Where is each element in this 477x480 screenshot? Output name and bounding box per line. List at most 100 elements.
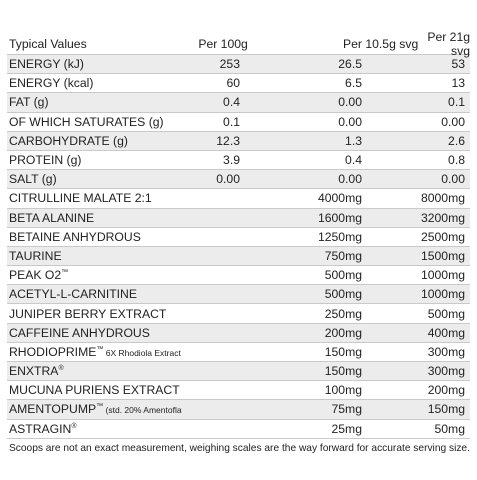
- value-per-serving-2: 500mg: [427, 306, 465, 321]
- nutrient-label: JUNIPER BERRY EXTRACT: [9, 306, 167, 321]
- value-per-serving-1: 200mg: [324, 325, 362, 340]
- nutrient-name: ACETYL-L-CARNITINE: [7, 287, 182, 301]
- nutrient-label: FAT (g): [9, 95, 49, 110]
- table-row: AMENTOPUMP™ (std. 20% Amentoflavone) 75mg…: [7, 400, 470, 420]
- value-per-serving-1: 150mg: [324, 344, 362, 359]
- value-per-serving-2: 0.00: [441, 114, 465, 129]
- nutrient-label: MUCUNA PURIENS EXTRACT: [9, 383, 180, 398]
- value-per-serving-1: 0.00: [338, 95, 362, 110]
- value-per-serving-1: 75mg: [331, 402, 363, 417]
- nutrient-name: CARBOHYDRATE (g): [7, 134, 182, 148]
- table-row: ENXTRA® 150mg 300mg: [7, 362, 470, 382]
- table-row: TAURINE 750mg 1500mg: [7, 246, 470, 267]
- value-per-serving-1: 0.00: [338, 114, 362, 129]
- value-per-100g: 12.3: [216, 133, 240, 148]
- nutrient-name: CAFFEINE ANHYDROUS: [7, 326, 182, 340]
- table-row: PEAK O2™ 500mg 1000mg: [7, 266, 470, 286]
- value-per-serving-2: 300mg: [427, 364, 465, 379]
- table-row: ENERGY (kcal) 60 6.5 13: [7, 74, 470, 94]
- nutrient-name: OF WHICH SATURATES (g): [7, 115, 182, 129]
- value-per-serving-1: 1250mg: [317, 229, 362, 244]
- value-per-serving-2: 200mg: [427, 383, 465, 398]
- value-per-serving-1: 1.3: [345, 133, 362, 148]
- header-typical-values: Typical Values: [9, 37, 87, 51]
- value-per-serving-2: 13: [451, 76, 465, 91]
- value-per-100g: 0.1: [223, 114, 240, 129]
- header-per-serving-2: Per 21g svg: [427, 30, 470, 58]
- trademark-mark: ™: [96, 345, 104, 353]
- nutrient-name: JUNIPER BERRY EXTRACT: [7, 307, 182, 321]
- value-per-serving-1: 4000mg: [317, 191, 362, 206]
- nutrient-label: BETA ALANINE: [9, 210, 95, 225]
- footnote: Scoops are not an exact measurement, wei…: [9, 442, 470, 454]
- table-row: ACETYL-L-CARNITINE 500mg 1000mg: [7, 285, 470, 305]
- trademark-mark: ™: [96, 403, 104, 411]
- nutrient-label: CAFFEINE ANHYDROUS: [9, 325, 150, 340]
- value-per-serving-1: 750mg: [324, 248, 362, 263]
- nutrition-table: Typical Values Per 100g Per 10.5g svg Pe…: [7, 30, 470, 454]
- nutrient-name: CITRULLINE MALATE 2:1: [7, 191, 182, 205]
- value-per-serving-1: 500mg: [324, 268, 362, 283]
- header-per-100g: Per 100g: [198, 37, 248, 51]
- trademark-mark: ®: [71, 422, 77, 430]
- table-row: BETA ALANINE 1600mg 3200mg: [7, 208, 470, 228]
- value-per-serving-1: 250mg: [324, 306, 362, 321]
- nutrient-name: SALT (g): [7, 172, 182, 186]
- nutrient-label: TAURINE: [9, 248, 62, 263]
- nutrient-name: AMENTOPUMP™ (std. 20% Amentoflavone): [7, 402, 182, 416]
- value-per-serving-2: 150mg: [427, 402, 465, 417]
- nutrient-label: SALT (g): [9, 172, 57, 187]
- table-row: MUCUNA PURIENS EXTRACT (std. 50% L-DOPA)…: [7, 381, 470, 401]
- table-row: PROTEIN (g) 3.9 0.4 0.8: [7, 151, 470, 171]
- nutrient-name: PEAK O2™: [7, 268, 182, 282]
- header-per-serving-1: Per 10.5g svg: [343, 37, 419, 51]
- table-row: CARBOHYDRATE (g) 12.3 1.3 2.6: [7, 131, 470, 151]
- nutrient-name: TAURINE: [7, 249, 182, 263]
- value-per-serving-2: 8000mg: [420, 191, 465, 206]
- table-row: CITRULLINE MALATE 2:1 4000mg 8000mg: [7, 189, 470, 209]
- value-per-serving-2: 1000mg: [420, 287, 465, 302]
- value-per-serving-2: 2.6: [448, 133, 465, 148]
- value-per-serving-2: 300mg: [427, 344, 465, 359]
- value-per-serving-2: 1000mg: [420, 268, 465, 283]
- nutrient-label: PROTEIN (g): [9, 153, 82, 168]
- value-per-100g: 0.00: [216, 172, 240, 187]
- value-per-100g: 60: [226, 76, 240, 91]
- table-row: BETAINE ANHYDROUS 1250mg 2500mg: [7, 228, 470, 247]
- value-per-serving-1: 0.00: [338, 172, 362, 187]
- nutrient-name: ASTRAGIN®: [7, 422, 182, 436]
- nutrient-name: ENXTRA®: [7, 364, 182, 378]
- nutrient-name: RHODIOPRIME™ 6X Rhodiola Extract (std. 6…: [7, 345, 182, 359]
- table-row: CAFFEINE ANHYDROUS 200mg 400mg: [7, 323, 470, 343]
- value-per-serving-1: 1600mg: [317, 210, 362, 225]
- nutrient-label: ENERGY (kcal): [9, 76, 94, 91]
- table-row: RHODIOPRIME™ 6X Rhodiola Extract (std. 6…: [7, 343, 470, 362]
- nutrient-label: ENXTRA: [9, 364, 59, 379]
- nutrient-label: ACETYL-L-CARNITINE: [9, 287, 137, 302]
- table-row: ASTRAGIN® 25mg 50mg: [7, 420, 470, 439]
- trademark-mark: ™: [61, 269, 69, 277]
- table-header: Typical Values Per 100g Per 10.5g svg Pe…: [7, 30, 470, 58]
- table-row: OF WHICH SATURATES (g) 0.1 0.00 0.00: [7, 113, 470, 132]
- nutrient-name: FAT (g): [7, 95, 182, 109]
- nutrient-note: (std. 20% Amentoflavone): [105, 405, 183, 416]
- nutrient-label: PEAK O2: [9, 268, 62, 283]
- value-per-serving-1: 150mg: [324, 364, 362, 379]
- value-per-serving-1: 100mg: [324, 383, 362, 398]
- nutrient-name: ENERGY (kJ): [7, 57, 182, 71]
- value-per-serving-1: 26.5: [338, 57, 362, 72]
- value-per-100g: 253: [219, 57, 240, 72]
- value-per-serving-1: 500mg: [324, 287, 362, 302]
- value-per-serving-2: 2500mg: [420, 229, 465, 244]
- value-per-serving-2: 0.8: [448, 153, 465, 168]
- nutrient-label: CARBOHYDRATE (g): [9, 133, 128, 148]
- nutrient-label: CITRULLINE MALATE 2:1: [9, 191, 152, 206]
- table-row: JUNIPER BERRY EXTRACT 250mg 500mg: [7, 304, 470, 324]
- nutrient-label: AMENTOPUMP: [9, 402, 97, 417]
- nutrient-note: (std. 50% L-DOPA): [180, 386, 182, 396]
- trademark-mark: ®: [58, 365, 64, 373]
- value-per-serving-2: 50mg: [434, 421, 466, 436]
- nutrient-label: OF WHICH SATURATES (g): [9, 114, 164, 129]
- nutrient-label: RHODIOPRIME: [9, 344, 97, 359]
- table-row: FAT (g) 0.4 0.00 0.1: [7, 93, 470, 113]
